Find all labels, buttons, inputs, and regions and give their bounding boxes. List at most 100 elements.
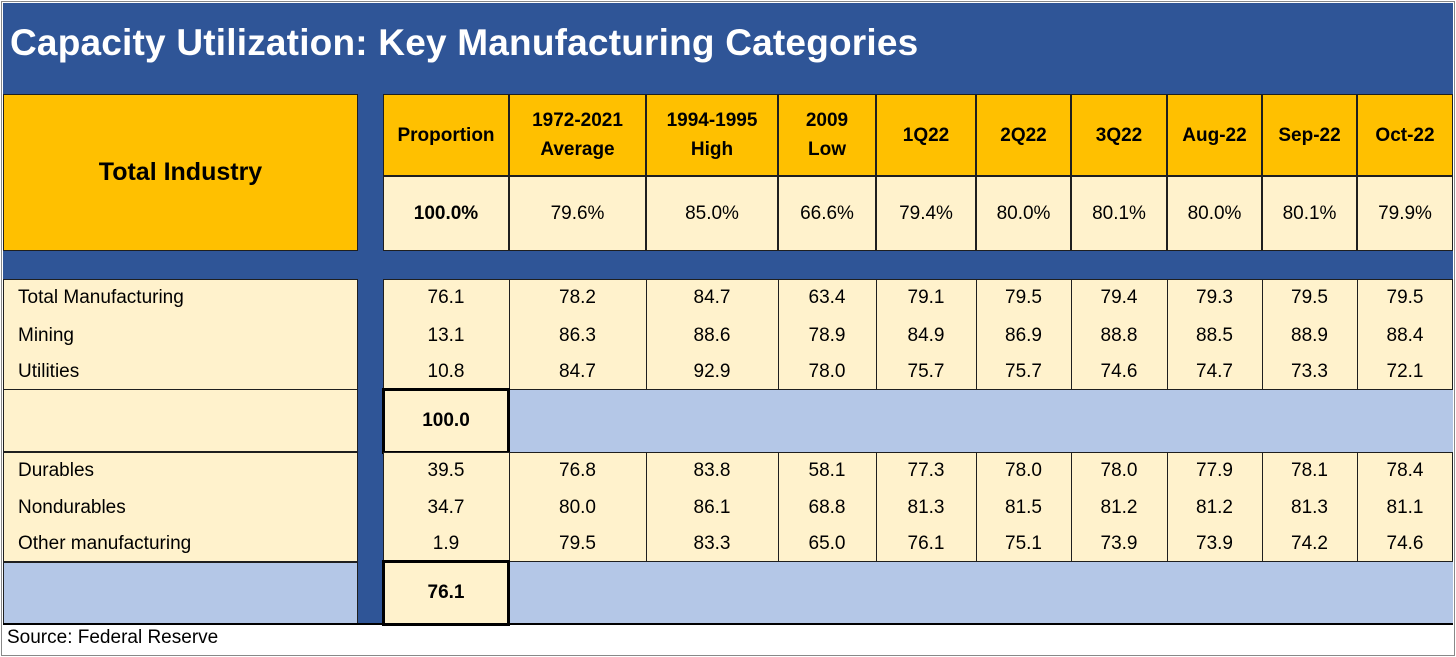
column-header: 2Q22 [976,94,1071,176]
row-value: 83.8 [693,460,731,481]
row-label: Mining [18,325,74,346]
source-note: Source: Federal Reserve [7,627,219,648]
column-divider [1357,452,1358,562]
row-value: 78.0 [1005,460,1042,481]
row-value: 88.9 [1291,325,1328,346]
column-header-text: Aug-22 [1182,124,1247,146]
column-header: Sep-22 [1262,94,1357,176]
row-value: 78.9 [808,325,846,346]
row-value: 81.2 [1100,497,1138,518]
row-value: 78.0 [808,361,846,382]
row-value: 58.1 [808,460,846,481]
row-value: 79.4 [1100,287,1138,308]
column-divider [646,452,647,562]
row-value: 84.7 [559,361,596,382]
bottom-rule [3,623,1453,625]
column-header-text: Oct-22 [1375,124,1435,146]
row-value: 79.5 [1291,287,1328,308]
row-value: 10.8 [427,361,465,382]
column-divider [1357,279,1358,390]
row-value: 65.0 [808,533,846,554]
row-label: Nondurables [18,497,126,518]
group1-values-panel [383,279,1453,390]
column-divider [1262,452,1263,562]
row-value: 79.5 [559,533,596,554]
row-value: 39.5 [427,460,465,481]
column-divider [976,279,977,390]
column-header: Aug-22 [1167,94,1262,176]
column-divider [778,279,779,390]
row-value: 81.2 [1196,497,1233,518]
column-header-text: Sep-22 [1278,124,1341,146]
row-value: 84.7 [693,287,731,308]
row-label: Other manufacturing [18,533,192,554]
row-value: 74.7 [1196,361,1233,382]
total-industry-label: Total Industry [3,94,358,251]
total-industry-value: 66.6% [778,176,876,251]
column-divider [1262,279,1263,390]
row-value: 86.9 [1005,325,1042,346]
row-value: 81.1 [1386,497,1424,518]
column-divider [509,452,510,562]
row-value: 78.4 [1386,460,1424,481]
row-value: 75.7 [1005,361,1042,382]
total-industry-value: 85.0% [646,176,778,251]
column-divider [1071,279,1072,390]
row-value: 81.5 [1005,497,1042,518]
row-value: 76.8 [559,460,596,481]
column-header-text: 1994-1995 [666,110,758,131]
total-industry-value: 80.0% [1167,176,1262,251]
column-divider [876,279,877,390]
total-industry-value: 79.4% [876,176,976,251]
row-value: 83.3 [693,533,731,554]
column-divider [509,279,510,390]
row-value: 75.1 [1005,533,1042,554]
group2-blank-band [509,562,1453,624]
column-header-text: Average [540,139,615,160]
row-label: Utilities [18,361,80,382]
row-value: 88.4 [1386,325,1424,346]
column-divider [1167,452,1168,562]
column-divider [778,452,779,562]
column-header: 3Q22 [1071,94,1167,176]
total-industry-value: 79.9% [1357,176,1453,251]
row-value: 72.1 [1386,361,1424,382]
row-value: 86.1 [693,497,731,518]
column-header-text: 1Q22 [902,124,950,146]
row-value: 73.3 [1291,361,1328,382]
row-value: 79.5 [1386,287,1424,308]
column-divider [976,452,977,562]
row-value: 68.8 [808,497,846,518]
row-label: Durables [18,460,95,481]
column-header: Oct-22 [1357,94,1453,176]
column-header-text: Low [808,139,846,160]
row-value: 63.4 [808,287,846,308]
group1-total-label-panel [3,389,358,452]
row-value: 76.1 [907,533,945,554]
group1-total-box: 100.0 [382,388,510,454]
row-value: 79.5 [1005,287,1042,308]
column-header-text: 2009 [805,110,849,131]
column-divider [876,452,877,562]
column-header-text: 3Q22 [1095,124,1143,146]
row-value: 88.6 [693,325,731,346]
column-header-text: 2Q22 [1000,124,1047,146]
column-divider [1071,452,1072,562]
row-value: 75.7 [907,361,945,382]
total-industry-value: 80.1% [1262,176,1357,251]
row-value: 88.8 [1100,325,1138,346]
row-value: 73.9 [1196,533,1233,554]
column-header-text: Proportion [397,124,495,146]
column-divider [646,279,647,390]
column-header: 1972-2021 Average [509,94,646,176]
row-value: 81.3 [907,497,945,518]
row-value: 84.9 [907,325,945,346]
row-value: 77.3 [907,460,945,481]
total-industry-value: 80.0% [976,176,1071,251]
column-divider [1167,279,1168,390]
row-value: 77.9 [1196,460,1233,481]
row-value: 92.9 [693,361,731,382]
row-value: 88.5 [1196,325,1233,346]
row-value: 73.9 [1100,533,1138,554]
row-value: 81.3 [1291,497,1328,518]
